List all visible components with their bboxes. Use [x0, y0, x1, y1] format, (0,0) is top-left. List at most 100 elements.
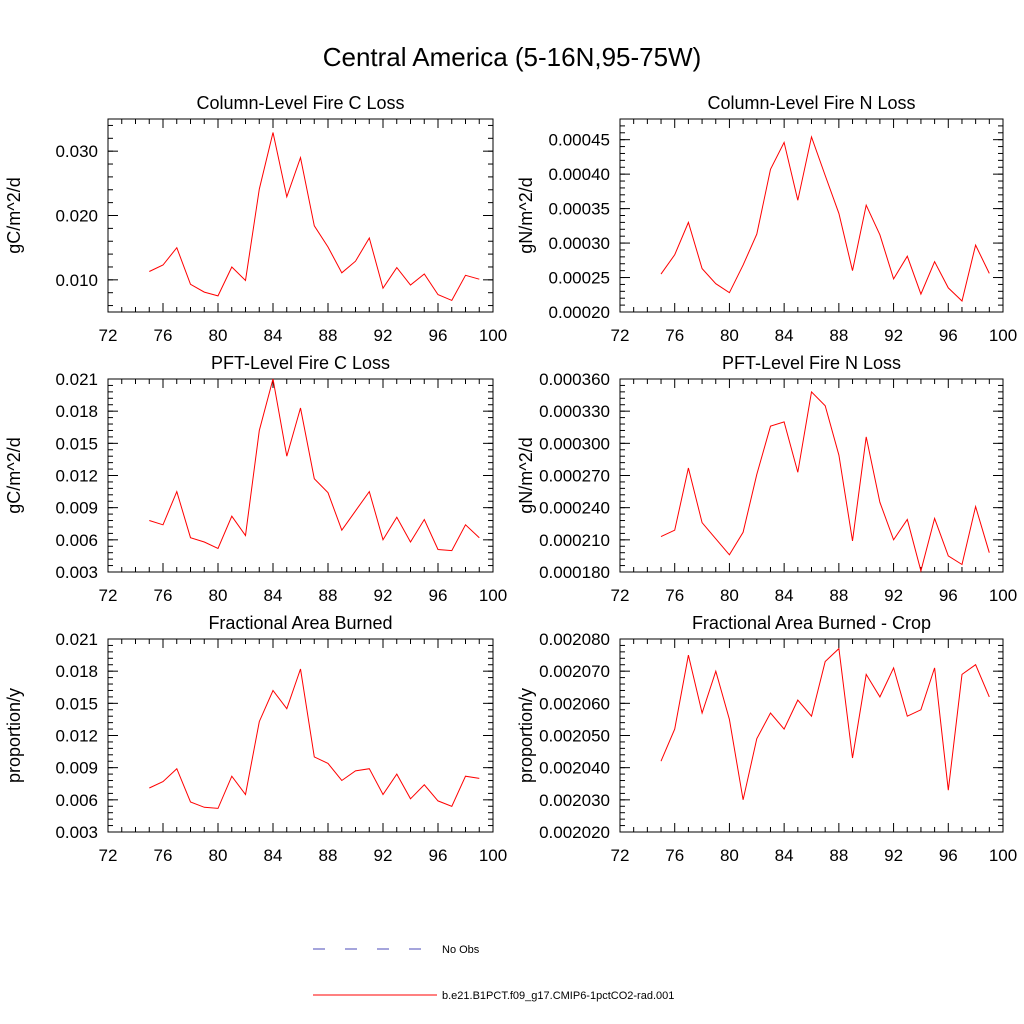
x-tick-label: 92: [374, 326, 393, 345]
y-tick-label: 0.009: [55, 759, 98, 778]
x-tick-label: 88: [829, 846, 848, 865]
panel-1: Column-Level Fire C Loss gC/m^2/d 72 76 80 84…: [4, 93, 507, 345]
y-tick-label: 0.009: [55, 499, 98, 518]
x-tick-label: 96: [939, 846, 958, 865]
y-tick-label: 0.002030: [539, 791, 610, 810]
x-tick-label: 100: [479, 326, 507, 345]
y-tick-label: 0.00025: [549, 269, 610, 288]
x-tick-label: 96: [939, 586, 958, 605]
plot-frame: [107, 638, 494, 833]
plot-frame: [619, 378, 1004, 573]
x-tick-label: 76: [154, 586, 173, 605]
y-axis-label: gC/m^2/d: [4, 177, 24, 253]
y-tick-label: 0.030: [55, 142, 98, 161]
x-tick-label: 72: [611, 846, 630, 865]
x-tick-label: 80: [209, 586, 228, 605]
x-tick-label: 80: [720, 846, 739, 865]
x-tick-label: 76: [154, 326, 173, 345]
y-tick-label: 0.003: [55, 823, 98, 842]
y-tick-label: 0.003: [55, 563, 98, 582]
y-tick-label: 0.010: [55, 271, 98, 290]
y-tick-label: 0.000360: [539, 370, 610, 389]
legend-label: b.e21.B1PCT.f09_g17.CMIP6-1pctCO2-rad.00…: [442, 990, 674, 1002]
panel-title: Fractional Area Burned - Crop: [692, 613, 931, 633]
x-tick-label: 88: [829, 586, 848, 605]
x-tick-label: 72: [611, 586, 630, 605]
y-tick-label: 0.000240: [539, 499, 610, 518]
y-tick-label: 0.012: [55, 727, 98, 746]
series-line: [660, 135, 990, 302]
y-tick-label: 0.00020: [549, 303, 610, 322]
y-tick-label: 0.018: [55, 662, 98, 681]
x-tick-label: 96: [429, 586, 448, 605]
y-tick-label: 0.018: [55, 402, 98, 421]
y-tick-label: 0.002080: [539, 630, 610, 649]
panel-5: Fractional Area Burned proportion/y 72 76 80…: [4, 613, 507, 865]
y-tick-label: 0.006: [55, 791, 98, 810]
x-tick-label: 76: [665, 326, 684, 345]
y-tick-label: 0.000180: [539, 563, 610, 582]
x-tick-label: 72: [99, 326, 118, 345]
y-tick-label: 0.000270: [539, 467, 610, 486]
x-tick-label: 84: [775, 846, 794, 865]
panel-6: Fractional Area Burned - Crop proportion/…: [516, 613, 1017, 865]
x-tick-label: 92: [884, 326, 903, 345]
x-tick-label: 92: [884, 586, 903, 605]
series-line: [660, 390, 990, 573]
y-tick-label: 0.00040: [549, 165, 610, 184]
series-line: [149, 132, 480, 302]
x-tick-label: 100: [989, 586, 1017, 605]
series-line: [660, 647, 990, 800]
x-tick-label: 84: [264, 586, 283, 605]
y-tick-label: 0.000210: [539, 531, 610, 550]
x-tick-label: 100: [989, 326, 1017, 345]
x-tick-label: 88: [319, 846, 338, 865]
y-tick-label: 0.002040: [539, 759, 610, 778]
x-tick-label: 92: [374, 846, 393, 865]
panel-4: PFT-Level Fire N Loss gN/m^2/d 72 76 80 84 88 9…: [516, 353, 1017, 605]
x-tick-label: 80: [720, 326, 739, 345]
x-tick-label: 96: [429, 326, 448, 345]
x-tick-label: 72: [99, 846, 118, 865]
plot-frame: [107, 118, 494, 313]
x-tick-label: 76: [665, 846, 684, 865]
x-tick-label: 84: [264, 326, 283, 345]
y-axis-label: proportion/y: [4, 688, 24, 783]
y-tick-label: 0.006: [55, 531, 98, 550]
panel-title: Column-Level Fire N Loss: [707, 93, 915, 113]
y-axis-label: gN/m^2/d: [516, 177, 536, 253]
series-line: [149, 668, 480, 809]
y-tick-label: 0.012: [55, 467, 98, 486]
legend: No Obs b.e21.B1PCT.f09_g17.CMIP6-1pctCO2-…: [313, 944, 674, 1002]
panel-3: PFT-Level Fire C Loss gC/m^2/d 72 76 80 84 88 9…: [4, 353, 507, 605]
y-tick-label: 0.002060: [539, 694, 610, 713]
y-tick-label: 0.021: [55, 630, 98, 649]
x-tick-label: 100: [989, 846, 1017, 865]
x-tick-label: 100: [479, 586, 507, 605]
x-tick-label: 80: [720, 586, 739, 605]
y-tick-label: 0.015: [55, 434, 98, 453]
x-tick-label: 72: [99, 586, 118, 605]
y-tick-label: 0.021: [55, 370, 98, 389]
y-axis-label: gN/m^2/d: [516, 437, 536, 513]
figure-title: Central America (5-16N,95-75W): [322, 42, 702, 72]
panel-title: PFT-Level Fire C Loss: [211, 353, 390, 373]
x-tick-label: 96: [939, 326, 958, 345]
y-tick-label: 0.00030: [549, 234, 610, 253]
panel-title: Fractional Area Burned: [208, 613, 392, 633]
x-tick-label: 84: [775, 586, 794, 605]
x-tick-label: 76: [154, 846, 173, 865]
x-tick-label: 80: [209, 326, 228, 345]
y-tick-label: 0.002020: [539, 823, 610, 842]
y-axis-label: gC/m^2/d: [4, 437, 24, 513]
y-tick-label: 0.015: [55, 694, 98, 713]
y-tick-label: 0.020: [55, 207, 98, 226]
y-tick-label: 0.000330: [539, 402, 610, 421]
y-tick-label: 0.000300: [539, 434, 610, 453]
panel-title: Column-Level Fire C Loss: [196, 93, 404, 113]
plot-frame: [619, 638, 1004, 833]
x-tick-label: 100: [479, 846, 507, 865]
x-tick-label: 76: [665, 586, 684, 605]
y-axis-label: proportion/y: [516, 688, 536, 783]
